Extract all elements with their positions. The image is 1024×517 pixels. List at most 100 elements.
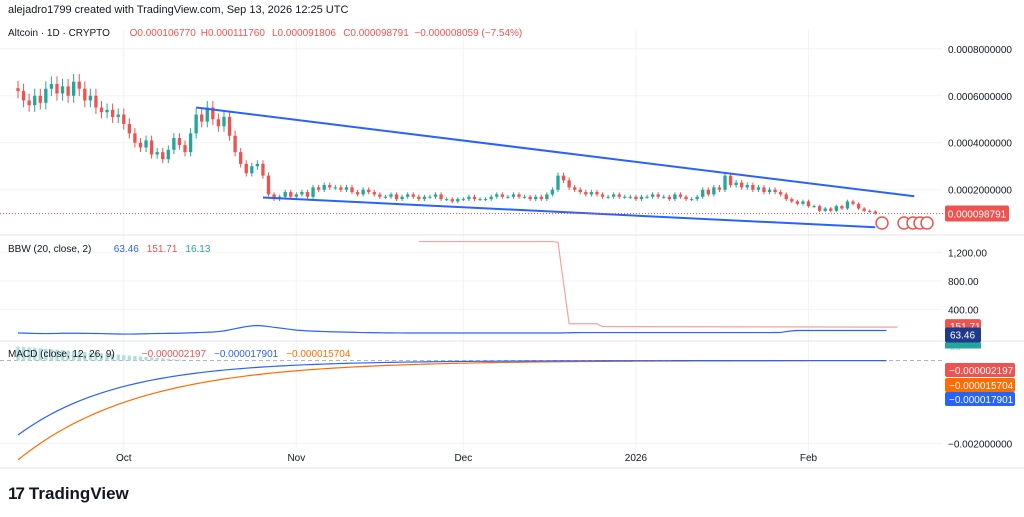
candle[interactable] <box>361 189 365 195</box>
candle[interactable] <box>834 206 839 211</box>
candle[interactable] <box>528 196 532 200</box>
candle[interactable] <box>116 114 120 117</box>
candle[interactable] <box>122 114 126 124</box>
candle[interactable] <box>706 189 710 195</box>
candle[interactable] <box>483 199 488 201</box>
candle[interactable] <box>138 142 143 148</box>
candle[interactable] <box>177 138 182 146</box>
candle[interactable] <box>778 192 783 195</box>
candle[interactable] <box>255 163 260 167</box>
candle[interactable] <box>717 187 722 190</box>
candle[interactable] <box>261 163 265 176</box>
candle[interactable] <box>617 194 621 197</box>
candle[interactable] <box>127 123 132 134</box>
candle[interactable] <box>611 194 616 197</box>
candle[interactable] <box>333 187 337 189</box>
candle[interactable] <box>417 196 421 200</box>
candle[interactable] <box>227 116 232 136</box>
candle[interactable] <box>845 201 850 209</box>
bbw-highest-line[interactable] <box>418 240 898 328</box>
candle[interactable] <box>239 152 243 164</box>
candle[interactable] <box>27 100 31 106</box>
candle[interactable] <box>534 196 538 200</box>
candle[interactable] <box>33 95 37 106</box>
candle[interactable] <box>110 109 115 117</box>
candle[interactable] <box>556 175 560 190</box>
candle[interactable] <box>149 140 154 155</box>
candle[interactable] <box>411 194 415 197</box>
candle[interactable] <box>428 196 432 198</box>
candle[interactable] <box>389 194 393 197</box>
candle[interactable] <box>773 189 777 193</box>
candle[interactable] <box>712 187 716 195</box>
bbw-line[interactable] <box>17 324 887 335</box>
candle[interactable] <box>817 206 822 211</box>
candle[interactable] <box>673 194 677 200</box>
candle[interactable] <box>868 210 872 212</box>
candle[interactable] <box>444 199 449 201</box>
candle[interactable] <box>589 192 594 195</box>
candle[interactable] <box>701 189 705 197</box>
candle[interactable] <box>584 192 588 195</box>
price-axis[interactable]: 0.0008000000 0.0006000000 0.0004000000 0.00… <box>945 45 1015 451</box>
candle[interactable] <box>289 192 293 197</box>
candle[interactable] <box>684 196 688 200</box>
candle[interactable] <box>322 185 326 190</box>
candle[interactable] <box>166 149 170 160</box>
candle[interactable] <box>339 187 343 190</box>
trendline[interactable] <box>262 196 876 229</box>
candle[interactable] <box>762 187 766 193</box>
candle[interactable] <box>784 194 788 200</box>
candle[interactable] <box>60 86 65 94</box>
candle[interactable] <box>183 145 187 153</box>
candle[interactable] <box>244 163 248 174</box>
candle[interactable] <box>450 199 454 202</box>
candle[interactable] <box>266 175 271 195</box>
candle[interactable] <box>628 196 633 198</box>
candle[interactable] <box>662 196 666 198</box>
candle[interactable] <box>634 196 638 200</box>
candle[interactable] <box>734 182 738 186</box>
candle[interactable] <box>767 189 772 193</box>
candle[interactable] <box>49 84 54 89</box>
candle[interactable] <box>200 114 204 122</box>
candle[interactable] <box>517 194 521 197</box>
candle[interactable] <box>99 107 104 113</box>
candle[interactable] <box>623 196 627 198</box>
candle[interactable] <box>383 196 388 198</box>
candle[interactable] <box>539 196 543 200</box>
candle[interactable] <box>723 175 727 190</box>
candle[interactable] <box>689 199 694 201</box>
candle[interactable] <box>656 194 660 197</box>
candle[interactable] <box>439 194 443 200</box>
candle[interactable] <box>205 107 209 122</box>
candle[interactable] <box>561 175 566 181</box>
candle[interactable] <box>155 152 159 155</box>
candle[interactable] <box>595 192 599 195</box>
candle[interactable] <box>472 196 477 200</box>
candle[interactable] <box>545 194 549 200</box>
candle[interactable] <box>578 189 582 193</box>
candle[interactable] <box>316 187 321 190</box>
candle[interactable] <box>856 203 861 209</box>
candle[interactable] <box>172 138 176 150</box>
candle[interactable] <box>94 95 98 108</box>
candle[interactable] <box>567 180 571 188</box>
candle[interactable] <box>500 194 504 197</box>
candle[interactable] <box>250 166 254 174</box>
candle[interactable] <box>461 199 466 201</box>
candle[interactable] <box>406 194 410 197</box>
candle[interactable] <box>650 194 655 197</box>
macd-signal-line[interactable] <box>17 360 887 461</box>
candle[interactable] <box>639 196 644 200</box>
candle[interactable] <box>272 194 276 200</box>
candle[interactable] <box>756 187 761 190</box>
candle[interactable] <box>606 196 610 198</box>
candle[interactable] <box>851 201 855 204</box>
candle[interactable] <box>795 201 800 204</box>
candle[interactable] <box>344 187 349 190</box>
candle[interactable] <box>840 206 844 209</box>
candle[interactable] <box>44 88 48 103</box>
candle[interactable] <box>695 196 699 200</box>
price-pane[interactable] <box>0 73 945 230</box>
